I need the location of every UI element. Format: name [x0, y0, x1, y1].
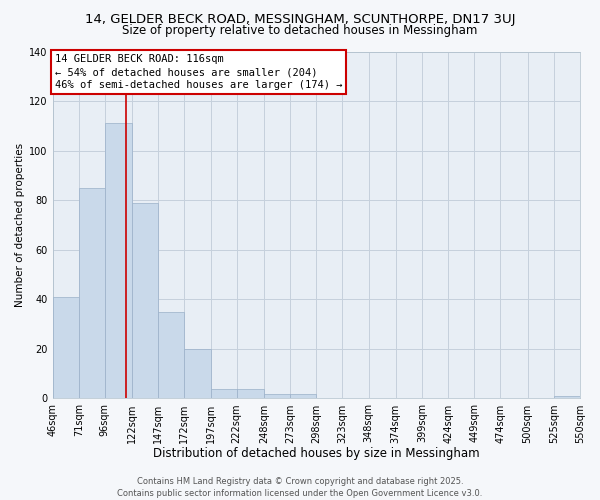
Bar [158, 312, 184, 398]
Y-axis label: Number of detached properties: Number of detached properties [15, 143, 25, 307]
Bar [554, 396, 580, 398]
Text: Size of property relative to detached houses in Messingham: Size of property relative to detached ho… [122, 24, 478, 37]
X-axis label: Distribution of detached houses by size in Messingham: Distribution of detached houses by size … [153, 447, 479, 460]
Bar [105, 124, 132, 398]
Bar [184, 349, 211, 399]
Text: 14, GELDER BECK ROAD, MESSINGHAM, SCUNTHORPE, DN17 3UJ: 14, GELDER BECK ROAD, MESSINGHAM, SCUNTH… [85, 12, 515, 26]
Bar [79, 188, 105, 398]
Bar [264, 394, 290, 398]
Bar [290, 394, 316, 398]
Text: 14 GELDER BECK ROAD: 116sqm
← 54% of detached houses are smaller (204)
46% of se: 14 GELDER BECK ROAD: 116sqm ← 54% of det… [55, 54, 342, 90]
Text: Contains HM Land Registry data © Crown copyright and database right 2025.
Contai: Contains HM Land Registry data © Crown c… [118, 476, 482, 498]
Bar [237, 388, 264, 398]
Bar [211, 388, 237, 398]
Bar [53, 297, 79, 398]
Bar [132, 202, 158, 398]
